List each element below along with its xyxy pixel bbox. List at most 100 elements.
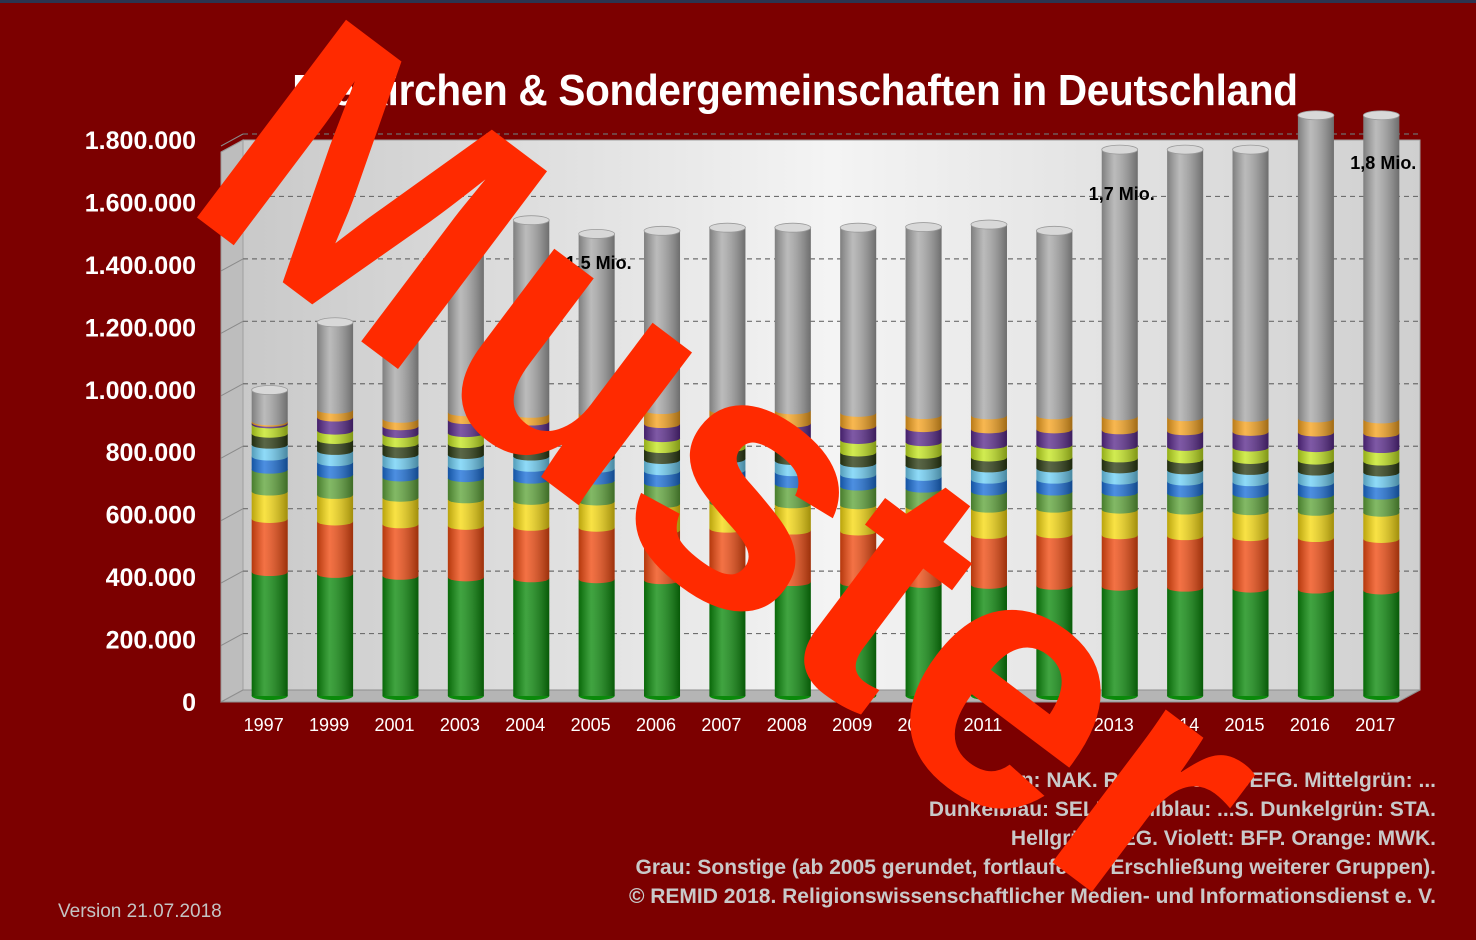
data-label: 1,8 Mio. — [1350, 153, 1416, 173]
bar-shading — [513, 220, 550, 696]
bar-shading — [382, 337, 419, 696]
bar-shading — [317, 322, 354, 696]
bar-top-cap — [578, 229, 616, 239]
legend-line-3: Hellgrün: FEG. Violett: BFP. Orange: MWK… — [1010, 827, 1436, 850]
x-tick-label: 2004 — [505, 715, 545, 735]
bar-shading — [447, 243, 484, 696]
data-label: 1,7 Mio. — [1089, 184, 1155, 204]
bar-stack-1997 — [251, 385, 289, 700]
x-tick-label: 2015 — [1225, 715, 1265, 735]
y-tick-label: 1.800.000 — [85, 127, 196, 155]
gridline-side — [220, 445, 244, 459]
gridline-side — [220, 133, 244, 147]
bar-top-cap — [839, 222, 877, 233]
y-tick-label: 1.000.000 — [85, 377, 196, 405]
bar-shading — [1363, 115, 1400, 697]
y-tick-label: 800.000 — [106, 439, 196, 467]
bar-stack-2011 — [970, 219, 1008, 700]
gridline-side — [220, 570, 244, 584]
bar-stack-2017 — [1362, 110, 1400, 700]
bar-shading — [709, 227, 746, 696]
gridlines — [220, 133, 1420, 646]
chart-side-wall — [220, 139, 244, 703]
bar-stack-2003 — [447, 238, 485, 700]
data-annotations: 1,5 Mio. 1,7 Mio. 1,8 Mio. — [566, 153, 1417, 273]
bar-top-cap — [643, 225, 681, 236]
x-tick-label: 1997 — [244, 715, 284, 735]
bar-stack-2001 — [382, 332, 419, 700]
bar-top-cap — [774, 222, 812, 233]
bar-top-cap — [447, 238, 485, 249]
legend-text: Grün: NAK. Rot: ... Gelb: BEFG. Mittelgr… — [436, 766, 1436, 911]
y-tick-label: 400.000 — [106, 564, 196, 592]
x-tick-label: 2011 — [964, 715, 1003, 735]
x-tick-label: 2010 — [898, 715, 938, 735]
data-label: 1,5 Mio. — [566, 253, 632, 273]
gridline-side — [220, 633, 244, 646]
x-tick-label: 2017 — [1355, 715, 1395, 735]
gridline-side — [220, 508, 244, 522]
x-tick-label: 2013 — [1094, 715, 1134, 735]
bar-shading — [1101, 149, 1138, 697]
legend-line-2: Dunkelblau: SELK. Hellblau: ...S. Dunkel… — [928, 798, 1436, 821]
bar-shading — [1297, 115, 1334, 697]
bar-shading — [251, 390, 288, 696]
bar-stack-2013 — [1101, 144, 1139, 700]
bar-stack-1999 — [316, 317, 354, 700]
x-tick-label: 2009 — [832, 715, 872, 735]
gridline-side — [220, 320, 244, 334]
bar-stack-2016 — [1297, 110, 1335, 700]
y-tick-label: 1.400.000 — [85, 252, 196, 280]
y-tick-label: 1.600.000 — [85, 189, 196, 217]
bar-shading — [774, 227, 811, 696]
bar-stack-2005 — [578, 229, 616, 700]
bar-shading — [1036, 230, 1073, 697]
x-tick-label: 2008 — [767, 715, 807, 735]
bar-stack-2015 — [1232, 144, 1269, 700]
y-tick-label: 1.200.000 — [85, 314, 196, 342]
bar-top-cap — [709, 222, 746, 233]
bar-top-cap — [1101, 144, 1139, 155]
bar-shading — [905, 227, 942, 696]
bar-stack-2006 — [643, 225, 681, 700]
gridline-side — [220, 196, 244, 209]
y-axis-ticks: 0 200.000 400.000 600.000 800.000 1.000.000 1.… — [85, 127, 196, 717]
y-tick-label: 200.000 — [106, 627, 196, 655]
bar-top-cap — [251, 385, 289, 395]
top-border — [0, 0, 1476, 3]
bar-top-cap — [382, 332, 419, 343]
bars-group — [251, 110, 1400, 700]
bar-top-cap — [1362, 110, 1400, 121]
bar-top-cap — [1232, 144, 1269, 155]
gridline-side — [220, 383, 244, 397]
bar-stack-2010 — [905, 222, 942, 700]
legend-line-1: Grün: NAK. Rot: ... Gelb: BEFG. Mittelgr… — [983, 769, 1436, 792]
x-tick-label: 2007 — [701, 715, 741, 735]
legend-line-4: Grau: Sonstige (ab 2005 gerundet, fortla… — [635, 856, 1436, 879]
x-tick-label: 2001 — [374, 715, 414, 735]
version-label: Version 21.07.2018 — [58, 901, 222, 922]
bar-shading — [644, 230, 681, 697]
bar-shading — [840, 227, 877, 696]
gridline-side — [220, 258, 244, 272]
copyright-line: © REMID 2018. Religionswissenschaftliche… — [628, 885, 1436, 908]
bar-shading — [578, 233, 615, 696]
bar-stack-2012 — [1035, 225, 1073, 700]
bar-stack-2004 — [512, 215, 550, 700]
chart-back-wall — [242, 139, 1421, 691]
chart-title: Freikirchen & Sondergemeinschaften in De… — [292, 66, 1298, 115]
x-tick-label: 2006 — [636, 715, 676, 735]
x-tick-label: 2012 — [1028, 715, 1068, 735]
bar-top-cap — [512, 215, 550, 226]
x-tick-label: 2005 — [571, 715, 611, 735]
bar-stack-2009 — [839, 222, 877, 700]
y-tick-label: 0 — [182, 689, 196, 717]
bar-stack-2008 — [774, 222, 812, 700]
bar-shading — [1167, 149, 1204, 697]
x-tick-label: 2003 — [440, 715, 480, 735]
x-tick-label: 1999 — [309, 715, 349, 735]
bar-stack-2014 — [1166, 144, 1204, 700]
bar-top-cap — [905, 222, 942, 232]
x-axis-ticks: 1997 1999 2001 2003 2004 2005 2006 2007 2008 2009… — [244, 715, 1396, 735]
